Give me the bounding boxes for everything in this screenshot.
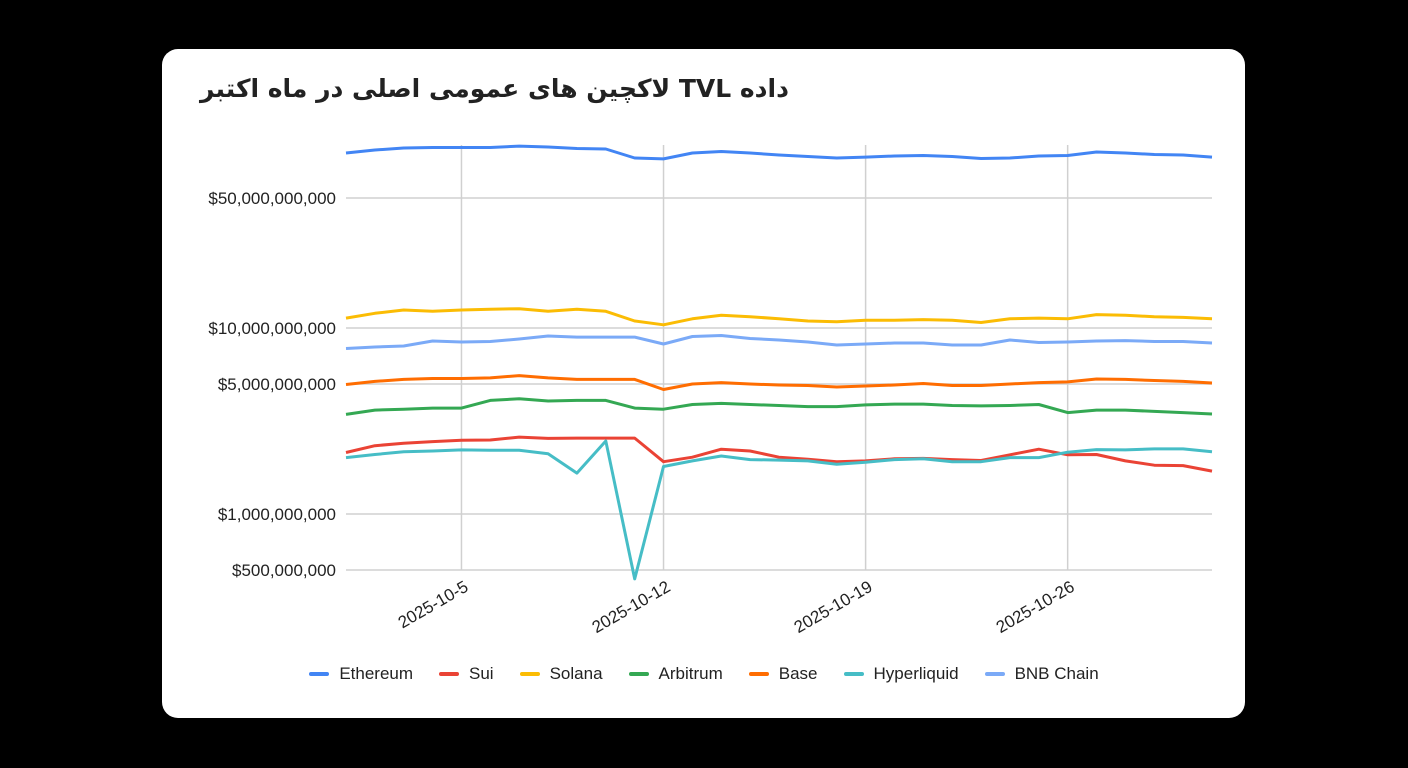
legend-label: Arbitrum — [658, 664, 723, 683]
y-tick-label: $5,000,000,000 — [218, 375, 336, 394]
series-line-arbitrum — [345, 397, 1213, 416]
legend-swatch — [628, 672, 649, 676]
series-line-hyperliquid — [345, 439, 1213, 581]
legend-item[interactable]: Base — [748, 664, 818, 684]
legend: Ethereum Sui Solana Arbitrum Base Hyperliquid… — [0, 664, 1408, 684]
series-line-solana — [345, 307, 1213, 327]
x-tick-label: 2025-10-26 — [993, 577, 1078, 637]
chart-title: داده TVL لاکچین های عمومی اصلی در ماه اک… — [200, 74, 789, 103]
legend-item[interactable]: BNB Chain — [984, 664, 1099, 684]
legend-label: Hyperliquid — [873, 664, 959, 683]
legend-swatch — [439, 672, 460, 676]
legend-item[interactable]: Ethereum — [309, 664, 413, 684]
legend-label: Solana — [549, 664, 603, 683]
legend-label: Ethereum — [339, 664, 414, 683]
series-line-bnb-chain — [345, 334, 1213, 350]
x-tick-label: 2025-10-12 — [589, 577, 674, 637]
legend-swatch — [519, 672, 540, 676]
legend-swatch — [309, 672, 330, 676]
series-line-ethereum — [345, 144, 1213, 161]
legend-swatch — [748, 672, 769, 676]
legend-label: Base — [778, 664, 818, 683]
y-tick-label: $1,000,000,000 — [218, 505, 336, 524]
legend-label: BNB Chain — [1014, 664, 1099, 683]
x-tick-label: 2025-10-19 — [791, 577, 876, 637]
y-tick-label: $10,000,000,000 — [208, 319, 336, 338]
legend-swatch — [984, 672, 1005, 676]
x-tick-label: 2025-10-5 — [395, 577, 472, 632]
series-line-base — [345, 374, 1213, 391]
legend-item[interactable]: Solana — [519, 664, 603, 684]
legend-item[interactable]: Arbitrum — [628, 664, 723, 684]
legend-swatch — [843, 672, 864, 676]
y-tick-label: $50,000,000,000 — [208, 189, 336, 208]
legend-item[interactable]: Hyperliquid — [843, 664, 959, 684]
y-tick-label: $500,000,000 — [232, 561, 336, 580]
legend-label: Sui — [469, 664, 494, 683]
legend-item[interactable]: Sui — [439, 664, 494, 684]
series-line-sui — [345, 435, 1213, 473]
